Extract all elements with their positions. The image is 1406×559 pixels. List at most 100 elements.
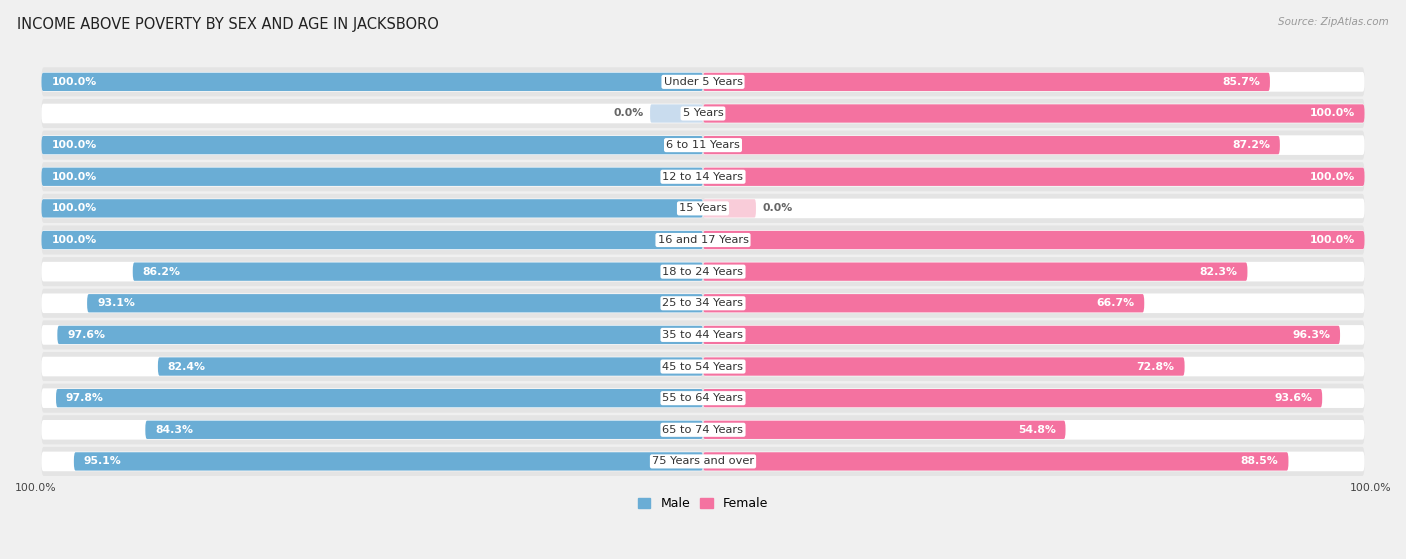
Text: 100.0%: 100.0% — [15, 483, 56, 493]
FancyBboxPatch shape — [41, 136, 703, 154]
Text: 12 to 14 Years: 12 to 14 Years — [662, 172, 744, 182]
Text: Source: ZipAtlas.com: Source: ZipAtlas.com — [1278, 17, 1389, 27]
FancyBboxPatch shape — [41, 357, 703, 376]
FancyBboxPatch shape — [703, 136, 1279, 154]
FancyBboxPatch shape — [703, 325, 1365, 345]
Text: 54.8%: 54.8% — [1018, 425, 1056, 435]
Text: 6 to 11 Years: 6 to 11 Years — [666, 140, 740, 150]
FancyBboxPatch shape — [41, 135, 703, 155]
FancyBboxPatch shape — [703, 293, 1365, 313]
Text: 16 and 17 Years: 16 and 17 Years — [658, 235, 748, 245]
FancyBboxPatch shape — [41, 231, 703, 249]
FancyBboxPatch shape — [41, 168, 703, 186]
FancyBboxPatch shape — [58, 326, 703, 344]
Legend: Male, Female: Male, Female — [633, 492, 773, 515]
FancyBboxPatch shape — [145, 420, 703, 439]
FancyBboxPatch shape — [703, 230, 1365, 250]
FancyBboxPatch shape — [41, 67, 1365, 96]
Text: 5 Years: 5 Years — [683, 108, 723, 119]
Text: 84.3%: 84.3% — [155, 425, 193, 435]
FancyBboxPatch shape — [41, 225, 1365, 254]
FancyBboxPatch shape — [703, 135, 1365, 155]
Text: 100.0%: 100.0% — [52, 77, 97, 87]
FancyBboxPatch shape — [703, 389, 1365, 408]
Text: 97.6%: 97.6% — [67, 330, 105, 340]
FancyBboxPatch shape — [87, 294, 703, 312]
Text: INCOME ABOVE POVERTY BY SEX AND AGE IN JACKSBORO: INCOME ABOVE POVERTY BY SEX AND AGE IN J… — [17, 17, 439, 32]
Text: 96.3%: 96.3% — [1292, 330, 1330, 340]
FancyBboxPatch shape — [703, 262, 1365, 281]
Text: 45 to 54 Years: 45 to 54 Years — [662, 362, 744, 372]
FancyBboxPatch shape — [41, 162, 1365, 191]
FancyBboxPatch shape — [703, 326, 1340, 344]
FancyBboxPatch shape — [41, 99, 1365, 128]
FancyBboxPatch shape — [703, 357, 1185, 376]
FancyBboxPatch shape — [703, 199, 756, 217]
FancyBboxPatch shape — [41, 320, 1365, 349]
FancyBboxPatch shape — [41, 420, 703, 439]
FancyBboxPatch shape — [703, 168, 1365, 186]
FancyBboxPatch shape — [41, 352, 1365, 381]
FancyBboxPatch shape — [41, 415, 1365, 444]
FancyBboxPatch shape — [703, 103, 1365, 124]
Text: 100.0%: 100.0% — [52, 172, 97, 182]
FancyBboxPatch shape — [41, 73, 703, 91]
Text: 75 Years and over: 75 Years and over — [652, 456, 754, 466]
Text: 0.0%: 0.0% — [613, 108, 644, 119]
FancyBboxPatch shape — [157, 357, 703, 376]
FancyBboxPatch shape — [703, 420, 1066, 439]
FancyBboxPatch shape — [41, 293, 703, 313]
FancyBboxPatch shape — [650, 105, 703, 122]
Text: 86.2%: 86.2% — [142, 267, 181, 277]
FancyBboxPatch shape — [41, 452, 703, 471]
FancyBboxPatch shape — [41, 199, 703, 217]
FancyBboxPatch shape — [41, 288, 1365, 318]
FancyBboxPatch shape — [703, 263, 1247, 281]
Text: 93.1%: 93.1% — [97, 299, 135, 308]
FancyBboxPatch shape — [703, 420, 1365, 439]
FancyBboxPatch shape — [41, 257, 1365, 286]
Text: 100.0%: 100.0% — [52, 203, 97, 214]
FancyBboxPatch shape — [41, 198, 703, 218]
Text: 72.8%: 72.8% — [1136, 362, 1174, 372]
FancyBboxPatch shape — [41, 103, 703, 124]
Text: 82.3%: 82.3% — [1199, 267, 1237, 277]
Text: 93.6%: 93.6% — [1274, 393, 1312, 403]
Text: 100.0%: 100.0% — [1350, 483, 1391, 493]
FancyBboxPatch shape — [56, 389, 703, 408]
Text: 15 Years: 15 Years — [679, 203, 727, 214]
FancyBboxPatch shape — [41, 167, 703, 187]
FancyBboxPatch shape — [75, 452, 703, 471]
FancyBboxPatch shape — [41, 262, 703, 281]
FancyBboxPatch shape — [703, 198, 1365, 218]
Text: 100.0%: 100.0% — [1309, 108, 1354, 119]
Text: 18 to 24 Years: 18 to 24 Years — [662, 267, 744, 277]
FancyBboxPatch shape — [703, 357, 1365, 376]
FancyBboxPatch shape — [703, 72, 1365, 92]
FancyBboxPatch shape — [41, 447, 1365, 476]
Text: 100.0%: 100.0% — [52, 235, 97, 245]
Text: 97.8%: 97.8% — [66, 393, 104, 403]
FancyBboxPatch shape — [703, 105, 1365, 122]
Text: 100.0%: 100.0% — [1309, 235, 1354, 245]
Text: 55 to 64 Years: 55 to 64 Years — [662, 393, 744, 403]
Text: 100.0%: 100.0% — [52, 140, 97, 150]
FancyBboxPatch shape — [703, 294, 1144, 312]
Text: Under 5 Years: Under 5 Years — [664, 77, 742, 87]
FancyBboxPatch shape — [703, 452, 1288, 471]
Text: 100.0%: 100.0% — [1309, 172, 1354, 182]
Text: 65 to 74 Years: 65 to 74 Years — [662, 425, 744, 435]
Text: 25 to 34 Years: 25 to 34 Years — [662, 299, 744, 308]
Text: 88.5%: 88.5% — [1240, 456, 1278, 466]
FancyBboxPatch shape — [41, 325, 703, 345]
FancyBboxPatch shape — [703, 452, 1365, 471]
FancyBboxPatch shape — [132, 263, 703, 281]
FancyBboxPatch shape — [703, 73, 1270, 91]
FancyBboxPatch shape — [703, 389, 1322, 408]
Text: 66.7%: 66.7% — [1097, 299, 1135, 308]
FancyBboxPatch shape — [41, 72, 703, 92]
FancyBboxPatch shape — [41, 131, 1365, 160]
FancyBboxPatch shape — [703, 167, 1365, 187]
FancyBboxPatch shape — [41, 383, 1365, 413]
FancyBboxPatch shape — [703, 231, 1365, 249]
